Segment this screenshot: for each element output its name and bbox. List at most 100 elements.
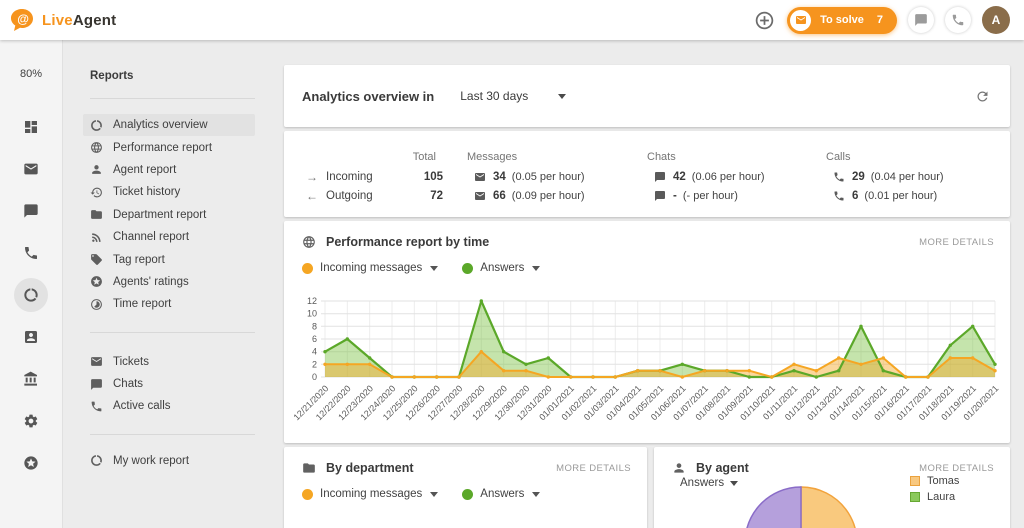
mail-icon (474, 171, 486, 183)
legend-answers[interactable]: Answers (462, 488, 541, 500)
divider (90, 98, 255, 99)
legend-answers[interactable]: Answers (462, 262, 541, 274)
more-details-link[interactable]: MORE DETAILS (919, 236, 994, 248)
history-icon (90, 186, 103, 199)
globe-icon (302, 235, 316, 249)
reports-sidebar: Reports Analytics overview Performance r… (63, 40, 283, 528)
rail-gamification-icon[interactable] (10, 358, 52, 400)
phone-icon (833, 190, 845, 202)
donut-icon (90, 119, 103, 132)
svg-text:8: 8 (312, 321, 317, 331)
person-icon (672, 461, 686, 475)
sidebar-heading: Reports (90, 70, 134, 82)
icon-rail: 80% (0, 40, 63, 528)
divider (90, 331, 255, 333)
by-agent-card: By agent MORE DETAILS Answers Tomas Laur… (654, 447, 1010, 528)
rail-settings-icon[interactable] (10, 400, 52, 442)
chevron-down-icon (532, 491, 541, 497)
answers-dropdown[interactable]: Answers (680, 477, 739, 489)
zoom-level: 80% (19, 68, 43, 80)
chevron-down-icon (558, 93, 567, 99)
arrow-right-icon: → (306, 170, 318, 184)
arrow-left-icon: ← (306, 189, 318, 203)
section-title: By agent (696, 461, 749, 475)
sidebar-item-performance-report[interactable]: Performance report (83, 136, 255, 158)
refresh-button[interactable] (972, 86, 992, 106)
sidebar-item-channel-report[interactable]: Channel report (83, 226, 255, 248)
rail-ratings-icon[interactable] (10, 442, 52, 484)
rail-chats-icon[interactable] (10, 190, 52, 232)
folder-icon (90, 208, 103, 221)
chat-icon (915, 14, 927, 26)
by-department-card: By department MORE DETAILS Incoming mess… (284, 447, 647, 528)
top-bar: @ LiveAgent To solve 7 A (0, 0, 1024, 40)
svg-text:4: 4 (312, 347, 317, 357)
sidebar-item-agent-report[interactable]: Agent report (83, 159, 255, 181)
sidebar-item-analytics-overview[interactable]: Analytics overview (83, 114, 255, 137)
date-range-select[interactable]: Last 30 days (460, 89, 567, 103)
phone-icon (952, 14, 964, 26)
sidebar-item-tickets[interactable]: Tickets (83, 351, 255, 373)
section-title: By department (326, 461, 414, 475)
to-solve-button[interactable]: To solve 7 (787, 6, 897, 34)
rail-customers-icon[interactable] (10, 316, 52, 358)
sidebar-item-department-report[interactable]: Department report (83, 204, 255, 226)
sidebar-item-time-report[interactable]: Time report (83, 293, 255, 315)
sidebar-item-ticket-history[interactable]: Ticket history (83, 181, 255, 203)
svg-text:@: @ (17, 12, 29, 26)
folder-icon (302, 461, 316, 475)
phone-icon (90, 400, 103, 413)
svg-text:2: 2 (312, 359, 317, 369)
more-details-link[interactable]: MORE DETAILS (919, 462, 994, 474)
divider (90, 433, 255, 435)
more-details-link[interactable]: MORE DETAILS (556, 462, 631, 474)
svg-text:12: 12 (307, 296, 317, 306)
performance-report-card: Performance report by time MORE DETAILS … (284, 221, 1010, 443)
sidebar-item-agents-ratings[interactable]: Agents' ratings (83, 271, 255, 293)
legend-item-tomas: Tomas (910, 473, 959, 489)
legend-dot (302, 488, 313, 500)
performance-chart: 02468101212/21/202012/22/202012/23/20201… (291, 296, 1000, 422)
legend-dot (302, 262, 313, 274)
mail-icon (90, 355, 103, 368)
add-circle-icon[interactable] (752, 8, 776, 32)
calls-button[interactable] (945, 7, 971, 33)
agents-pie-chart (746, 486, 856, 528)
refresh-icon (977, 91, 987, 101)
time-icon (90, 298, 103, 311)
chat-icon (654, 190, 666, 202)
sidebar-item-my-work-report[interactable]: My work report (83, 450, 255, 472)
svg-text:6: 6 (312, 334, 317, 344)
liveagent-logo[interactable]: @ LiveAgent (10, 8, 116, 32)
avatar[interactable]: A (982, 6, 1010, 34)
logo-text: LiveAgent (42, 11, 117, 29)
logo-bubble-icon: @ (11, 9, 33, 31)
chevron-down-icon (730, 480, 739, 486)
sidebar-item-tag-report[interactable]: Tag report (83, 248, 255, 270)
col-calls: Calls (826, 151, 851, 163)
rail-dashboard-icon[interactable] (10, 106, 52, 148)
to-solve-count: 7 (876, 14, 883, 26)
date-range-value: Last 30 days (460, 89, 529, 103)
chat-icon (654, 171, 666, 183)
donut-icon (90, 454, 103, 467)
legend-incoming-messages[interactable]: Incoming messages (302, 488, 439, 500)
sidebar-item-active-calls[interactable]: Active calls (83, 395, 255, 417)
chevron-down-icon (430, 491, 439, 497)
legend-swatch (910, 492, 920, 502)
col-total: Total (412, 151, 436, 163)
rail-reports-icon[interactable] (10, 274, 52, 316)
legend-incoming-messages[interactable]: Incoming messages (302, 262, 439, 274)
sidebar-item-chats[interactable]: Chats (83, 373, 255, 395)
rail-tickets-icon[interactable] (10, 148, 52, 190)
to-solve-label: To solve (820, 14, 864, 26)
col-messages: Messages (467, 151, 518, 163)
chevron-down-icon (532, 265, 541, 271)
chats-button[interactable] (908, 7, 934, 33)
analytics-header-card: Analytics overview in Last 30 days (284, 65, 1010, 127)
rail-calls-icon[interactable] (10, 232, 52, 274)
totals-strip: Total Messages Chats Calls → Incoming 10… (284, 131, 1010, 217)
stats-header-row: Total Messages Chats Calls (306, 151, 1006, 163)
stats-row-incoming: → Incoming 105 34 (0.05 per hour) 42 (0.06… (306, 170, 944, 184)
